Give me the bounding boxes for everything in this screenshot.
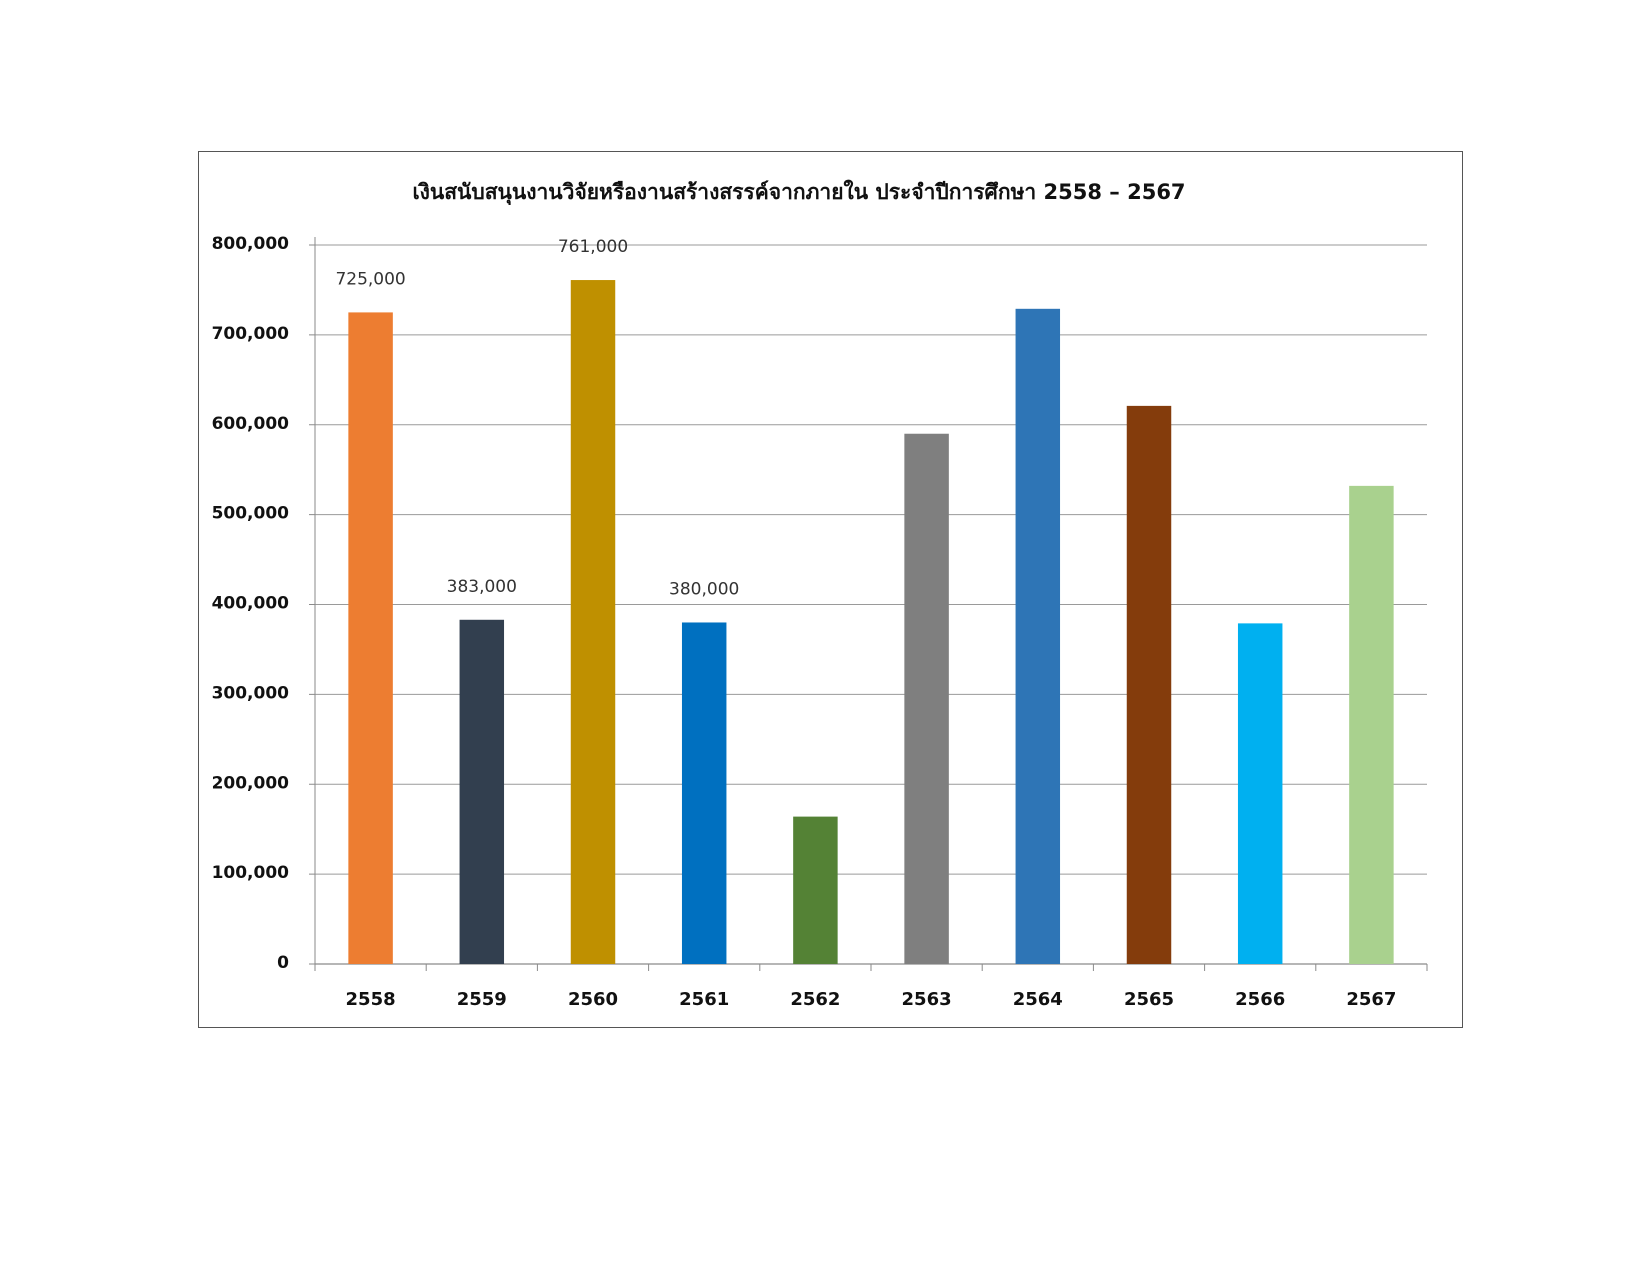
y-tick-label: 0 bbox=[277, 953, 289, 973]
x-tick-label: 2564 bbox=[1013, 989, 1063, 1010]
y-tick-label: 300,000 bbox=[212, 683, 290, 703]
chart-title: เงินสนับสนุนงานวิจัยหรืองานสร้างสรรค์จาก… bbox=[412, 179, 1185, 206]
y-tick-label: 100,000 bbox=[212, 863, 290, 883]
bar-2559 bbox=[459, 619, 505, 964]
chart-frame: เงินสนับสนุนงานวิจัยหรืองานสร้างสรรค์จาก… bbox=[198, 151, 1463, 1028]
bar-2561 bbox=[681, 622, 727, 964]
x-tick-label: 2560 bbox=[568, 989, 618, 1010]
bars bbox=[348, 280, 1394, 965]
y-tick-label: 400,000 bbox=[212, 594, 290, 614]
y-tick-label: 200,000 bbox=[212, 773, 290, 793]
x-tick-label: 2567 bbox=[1346, 989, 1396, 1010]
bar-chart: เงินสนับสนุนงานวิจัยหรืองานสร้างสรรค์จาก… bbox=[212, 179, 1428, 1010]
bar-2564 bbox=[1015, 308, 1061, 964]
y-axis-ticks: 0 100,000 200,000 300,000 400,000 500,000 600,… bbox=[212, 234, 290, 973]
x-tick-label: 2558 bbox=[346, 989, 396, 1010]
bar-2560 bbox=[570, 280, 616, 964]
y-tick-label: 600,000 bbox=[212, 414, 290, 434]
bar-2563 bbox=[904, 433, 949, 964]
bar-2567 bbox=[1349, 485, 1394, 964]
x-axis-ticks: 2558 2559 2560 2561 2562 2563 2564 2565 2566 2567 bbox=[346, 989, 1397, 1010]
bar-2566 bbox=[1237, 623, 1283, 964]
data-labels: 725,000 383,000 761,000 380,000 bbox=[335, 237, 739, 599]
x-tick-label: 2559 bbox=[457, 989, 507, 1010]
x-tick-label: 2562 bbox=[790, 989, 840, 1010]
data-label-2559: 383,000 bbox=[447, 577, 517, 597]
bar-2562 bbox=[793, 816, 838, 964]
y-tick-label: 800,000 bbox=[212, 234, 290, 254]
y-tick-label: 500,000 bbox=[212, 504, 290, 524]
x-tick-label: 2566 bbox=[1235, 989, 1285, 1010]
x-tick-label: 2561 bbox=[679, 989, 729, 1010]
data-label-2560: 761,000 bbox=[558, 237, 628, 257]
data-label-2561: 380,000 bbox=[669, 579, 739, 599]
bar-2558 bbox=[348, 312, 393, 964]
y-tick-label: 700,000 bbox=[212, 324, 290, 344]
x-tick-label: 2565 bbox=[1124, 989, 1174, 1010]
bar-2565 bbox=[1126, 405, 1172, 965]
data-label-2558: 725,000 bbox=[335, 269, 405, 289]
x-tick-label: 2563 bbox=[902, 989, 952, 1010]
